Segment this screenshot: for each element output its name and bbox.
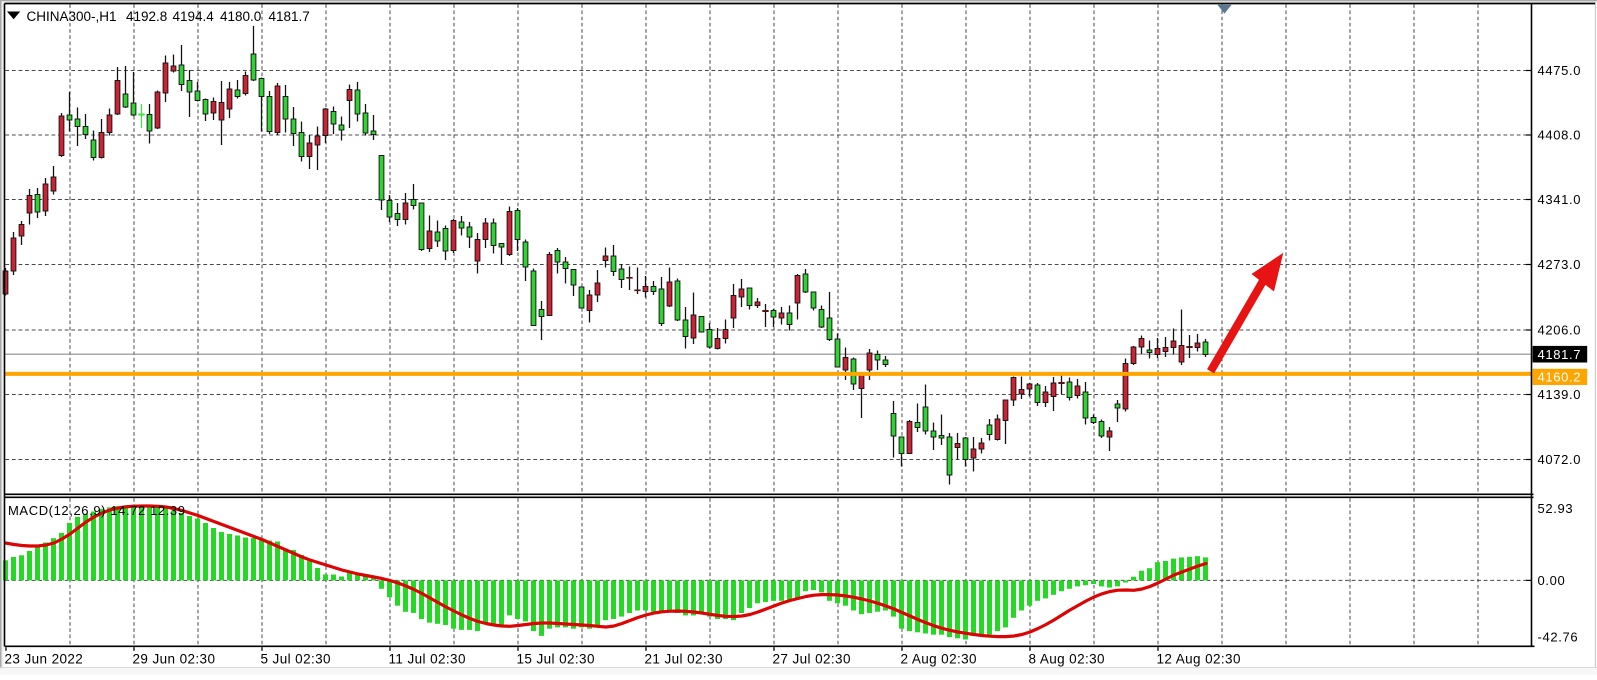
svg-text:0.00: 0.00 xyxy=(1538,573,1566,588)
svg-text:27 Jul 02:30: 27 Jul 02:30 xyxy=(773,652,851,667)
svg-text:MACD(12,26,9) 14.72 12.39: MACD(12,26,9) 14.72 12.39 xyxy=(8,503,186,518)
svg-text:8 Aug 02:30: 8 Aug 02:30 xyxy=(1029,652,1105,667)
svg-text:-42.76: -42.76 xyxy=(1538,630,1579,645)
svg-text:4160.2: 4160.2 xyxy=(1538,370,1582,385)
svg-text:4475.0: 4475.0 xyxy=(1538,63,1582,78)
svg-text:29 Jun 02:30: 29 Jun 02:30 xyxy=(133,652,216,667)
svg-text:4181.7: 4181.7 xyxy=(269,9,310,24)
svg-text:4341.0: 4341.0 xyxy=(1538,192,1582,207)
svg-text:15 Jul 02:30: 15 Jul 02:30 xyxy=(517,652,595,667)
svg-text:4072.0: 4072.0 xyxy=(1538,452,1582,467)
svg-text:11 Jul 02:30: 11 Jul 02:30 xyxy=(389,652,466,667)
svg-text:21 Jul 02:30: 21 Jul 02:30 xyxy=(645,652,723,667)
svg-text:4180.0: 4180.0 xyxy=(220,9,261,24)
svg-text:5 Jul 02:30: 5 Jul 02:30 xyxy=(261,652,331,667)
svg-text:23 Jun 2022: 23 Jun 2022 xyxy=(5,652,84,667)
svg-text:2 Aug 02:30: 2 Aug 02:30 xyxy=(901,652,977,667)
svg-text:4181.7: 4181.7 xyxy=(1538,347,1582,362)
svg-text:4206.0: 4206.0 xyxy=(1538,323,1582,338)
svg-text:4408.0: 4408.0 xyxy=(1538,128,1582,143)
svg-text:12 Aug 02:30: 12 Aug 02:30 xyxy=(1157,652,1241,667)
svg-text:4192.8: 4192.8 xyxy=(126,9,167,24)
svg-text:CHINA300-,H1: CHINA300-,H1 xyxy=(27,9,117,24)
svg-text:4139.0: 4139.0 xyxy=(1538,387,1582,402)
svg-text:52.93: 52.93 xyxy=(1538,501,1574,516)
svg-text:4194.4: 4194.4 xyxy=(173,9,215,24)
svg-text:4273.0: 4273.0 xyxy=(1538,257,1582,272)
